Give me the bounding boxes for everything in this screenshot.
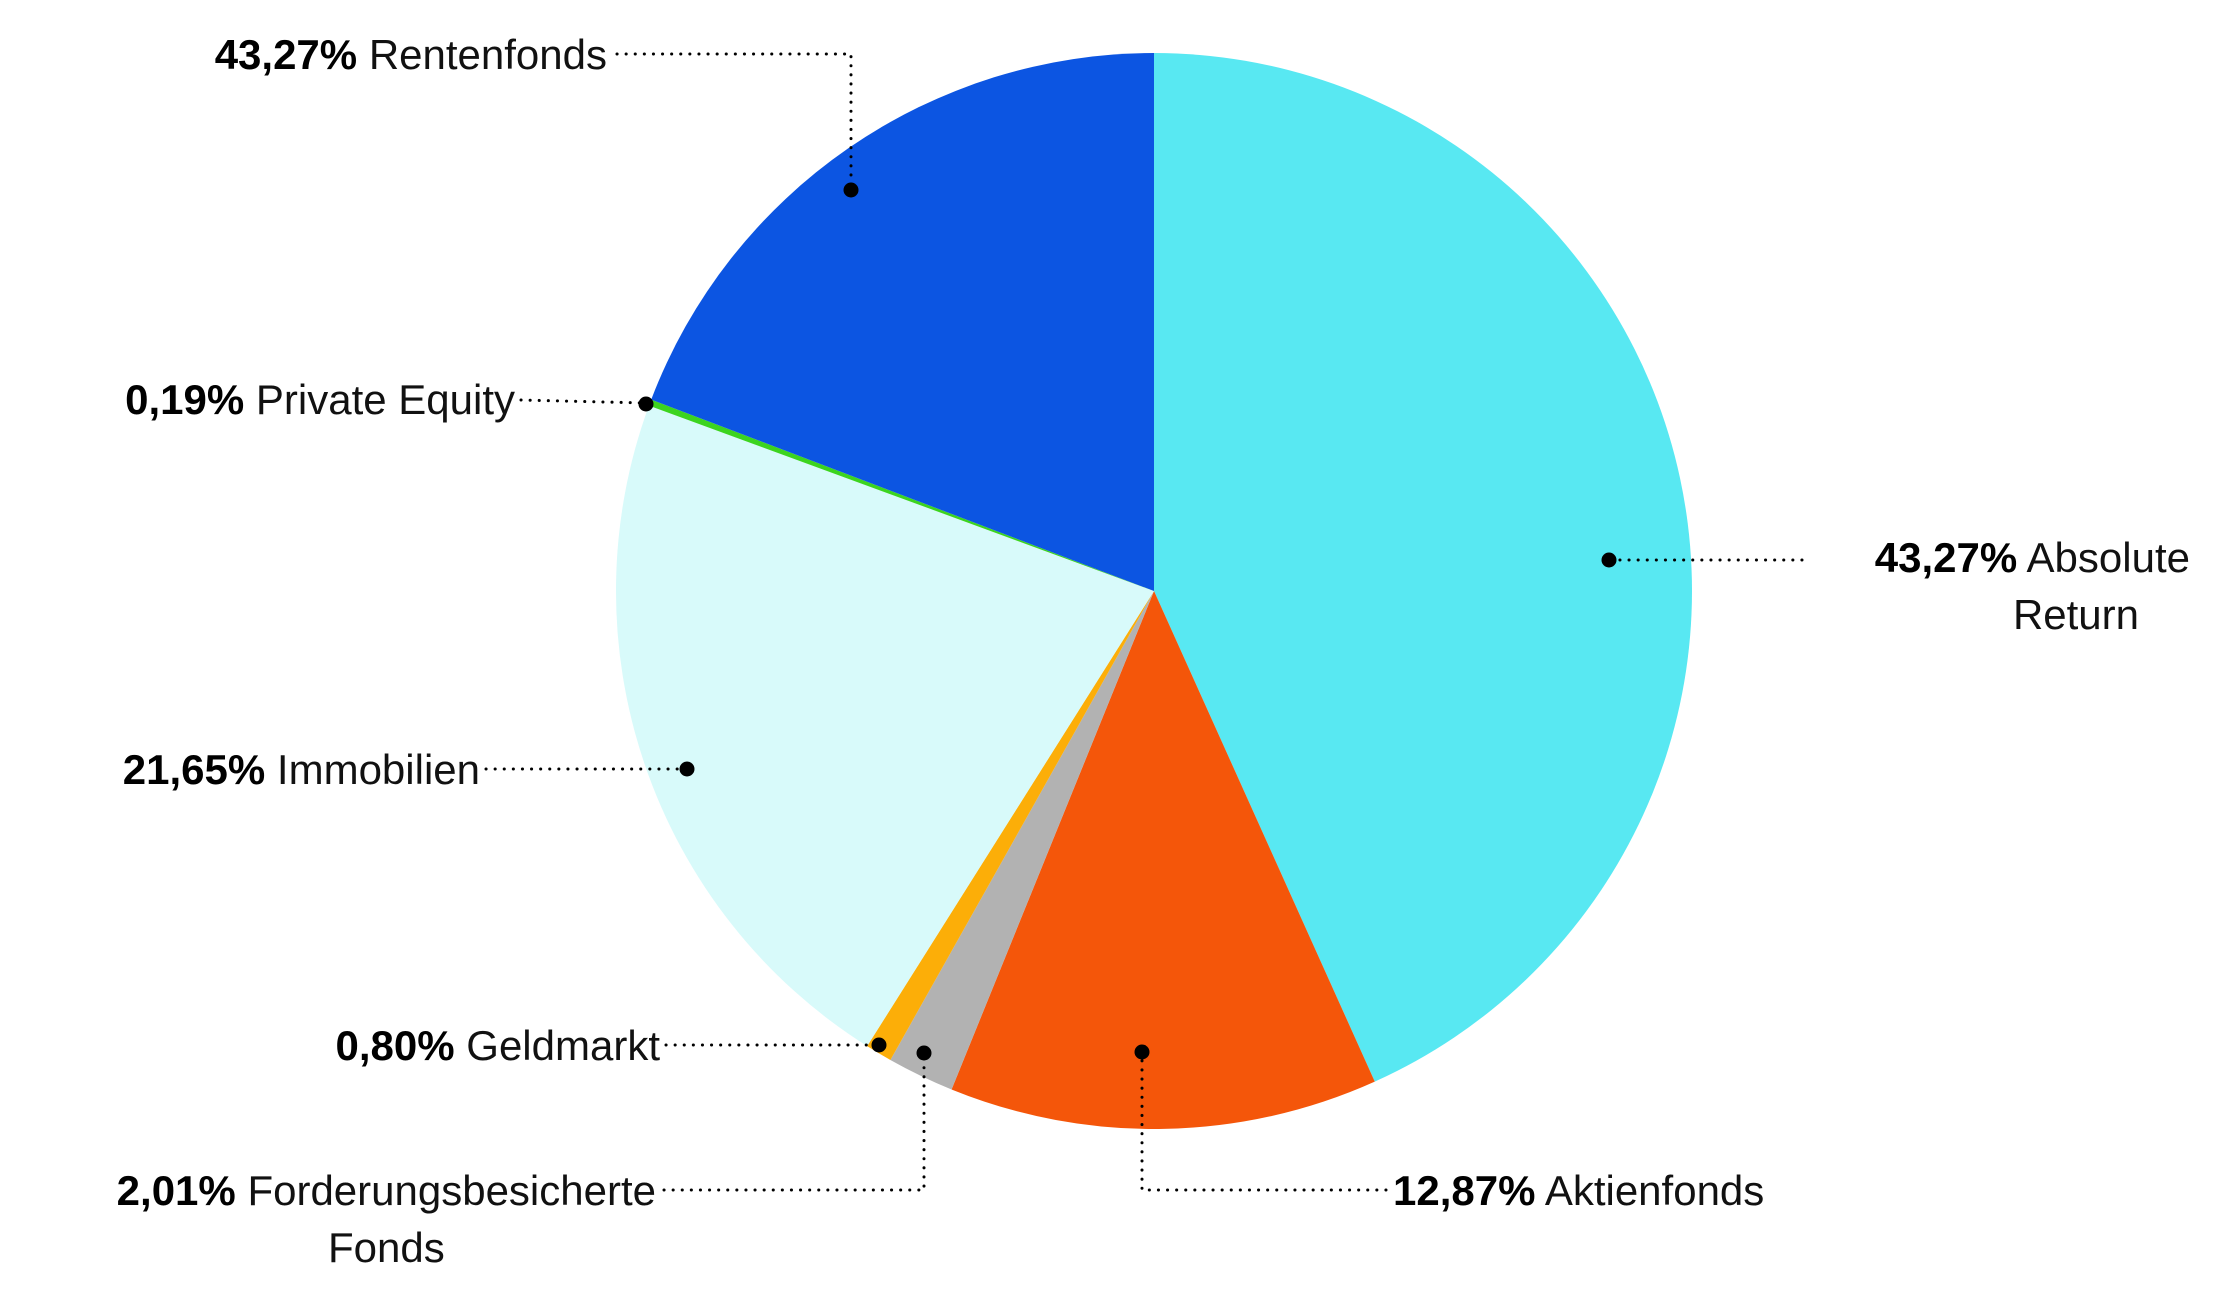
label-immobilien-name: Immobilien (276, 746, 480, 793)
label-absolute-return-line1: 43,27% Absolute (1875, 529, 2190, 586)
pie-slice-geldmarkt (867, 591, 1154, 1060)
label-aktienfonds-pct: 12,87% (1393, 1167, 1536, 1214)
label-geldmarkt: 0,80% Geldmarkt (336, 1017, 660, 1074)
dot-rentenfonds (843, 182, 859, 198)
label-private-equity: 0,19% Private Equity (125, 371, 515, 428)
dot-private-equity (638, 396, 654, 412)
label-forderungsbesicherte-line1: 2,01% Forderungsbesicherte (117, 1162, 656, 1219)
label-rentenfonds-pct: 43,27% (214, 31, 358, 78)
label-immobilien-pct: 21,65% (122, 746, 266, 793)
leader-lines (484, 52, 1804, 1192)
label-absolute-return: 43,27% Absolute Return (1875, 529, 2190, 643)
pie-slices (615, 53, 1692, 1129)
pie-slice-rentenfonds (651, 53, 1154, 591)
leader-rentenfonds (615, 52, 853, 188)
dot-aktienfonds (1134, 1044, 1150, 1060)
dot-absolute-return (1601, 552, 1617, 568)
label-geldmarkt-pct: 0,80% (335, 1022, 455, 1069)
label-forderungsbesicherte-fonds: 2,01% Forderungsbesicherte Fonds (117, 1162, 656, 1276)
pie-slice-absolute-return (1154, 53, 1692, 1082)
pie-slice-private-equity (648, 399, 1154, 591)
label-aktienfonds: 12,87% Aktienfonds (1393, 1162, 1764, 1219)
dot-immobilien (679, 761, 695, 777)
pie-slice-immobilien (615, 405, 1154, 1047)
label-rentenfonds: 43,27% Rentenfonds (215, 26, 607, 83)
label-forderungsbesicherte-name2: Fonds (327, 1224, 445, 1271)
label-immobilien: 21,65% Immobilien (123, 741, 480, 798)
label-forderungsbesicherte-name1: Forderungsbesicherte (247, 1167, 656, 1214)
label-rentenfonds-name: Rentenfonds (368, 31, 607, 78)
label-forderungsbesicherte-pct: 2,01% (116, 1167, 236, 1214)
pie-slice-aktienfonds (951, 591, 1375, 1129)
label-private-equity-name: Private Equity (255, 376, 515, 423)
label-absolute-return-name1: Absolute (2026, 534, 2190, 581)
label-private-equity-pct: 0,19% (125, 376, 245, 423)
label-absolute-return-pct: 43,27% (1874, 534, 2018, 581)
dot-geldmarkt (871, 1037, 887, 1053)
label-geldmarkt-name: Geldmarkt (466, 1022, 660, 1069)
leader-private-equity (519, 398, 648, 405)
pie-slice-forderungsbesicherte-fonds (890, 591, 1154, 1090)
leader-aktienfonds (1140, 1054, 1388, 1192)
label-aktienfonds-name: Aktienfonds (1544, 1167, 1765, 1214)
leader-forderungsbesicherte-fonds (662, 1055, 926, 1192)
dot-forderungsbesicherte-fonds (916, 1045, 932, 1061)
label-absolute-return-name2: Return (2012, 591, 2139, 638)
